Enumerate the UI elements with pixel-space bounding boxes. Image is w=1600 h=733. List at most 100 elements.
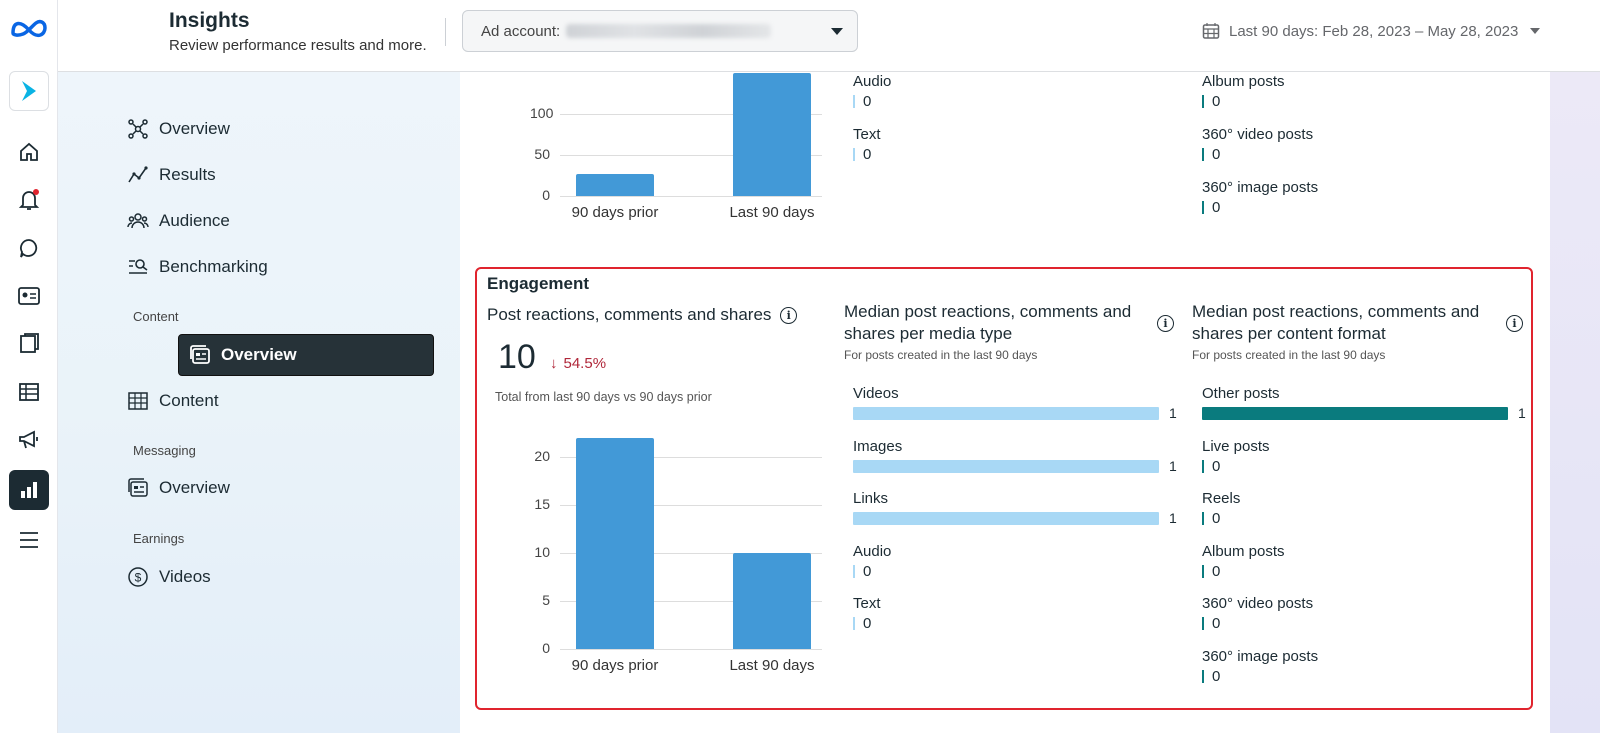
list-item-value-row: 0 bbox=[853, 615, 871, 632]
value-tick bbox=[1202, 148, 1204, 161]
ad-account-select[interactable]: Ad account: bbox=[462, 10, 858, 52]
overview-icon bbox=[128, 119, 148, 139]
value-tick bbox=[1202, 564, 1204, 578]
ads-icon[interactable] bbox=[9, 420, 49, 460]
list-item-value: 0 bbox=[1212, 615, 1221, 632]
y-tick-label: 50 bbox=[534, 145, 550, 162]
list-item-value: 0 bbox=[863, 615, 872, 632]
content-icon[interactable] bbox=[9, 324, 49, 364]
engagement-heading: Engagement bbox=[487, 274, 590, 293]
value-bar bbox=[853, 512, 1159, 525]
home-icon[interactable] bbox=[9, 132, 49, 172]
list-item-value-row: 0 bbox=[1202, 146, 1220, 163]
engagement-col3-title-line2: shares per content format bbox=[1192, 324, 1386, 343]
notifications-icon[interactable] bbox=[9, 180, 49, 220]
engagement-col2-caption: For posts created in the last 90 days bbox=[844, 348, 1038, 362]
list-item-label: Other posts bbox=[1202, 385, 1280, 402]
gridline bbox=[560, 196, 822, 197]
list-item-value-row: 0 bbox=[853, 563, 871, 580]
chevron-down-icon bbox=[1530, 28, 1541, 34]
engagement-change: ↓ 54.5% bbox=[550, 355, 606, 372]
gridline bbox=[560, 601, 822, 602]
list-item-label: Videos bbox=[853, 385, 899, 402]
date-range-picker[interactable]: Last 90 days: Feb 28, 2023 – May 28, 202… bbox=[1202, 22, 1541, 40]
gridline bbox=[560, 154, 822, 156]
x-tick-label: Last 90 days bbox=[729, 204, 815, 221]
engagement-highlight-box bbox=[475, 267, 1533, 710]
header-divider bbox=[445, 18, 446, 46]
top-bar: Insights Review performance results and … bbox=[58, 0, 1600, 72]
info-icon[interactable]: i bbox=[780, 307, 798, 325]
list-item-value: 0 bbox=[1212, 457, 1221, 475]
value-tick bbox=[1202, 201, 1204, 214]
list-item-label: Text bbox=[853, 125, 881, 143]
list-item-value-row: 0 bbox=[1202, 563, 1220, 580]
arrow-down-icon: ↓ bbox=[550, 355, 558, 372]
sidebar-item-label: Overview bbox=[159, 478, 230, 497]
sidebar-item-audience[interactable]: Audience bbox=[117, 200, 367, 242]
meta-logo-icon[interactable] bbox=[9, 8, 49, 48]
list-item-value-row: 0 bbox=[853, 146, 871, 163]
list-item-value: 0 bbox=[863, 145, 872, 163]
engagement-col2-title-line1: Median post reactions, comments and bbox=[844, 302, 1132, 321]
list-item-value: 1 bbox=[1169, 457, 1177, 474]
list-item-value: 0 bbox=[1212, 510, 1221, 527]
sidebar-item-videos[interactable]: $ Videos bbox=[117, 556, 367, 598]
list-item-value: 1 bbox=[1169, 510, 1177, 526]
x-tick-label: 90 days prior bbox=[571, 657, 659, 674]
list-item-value: 1 bbox=[1518, 405, 1526, 421]
sidebar-item-overview[interactable]: Overview bbox=[117, 108, 367, 150]
list-item-label: 360° image posts bbox=[1202, 647, 1319, 665]
engagement-col3-caption: For posts created in the last 90 days bbox=[1192, 348, 1386, 362]
x-tick-label: Last 90 days bbox=[729, 657, 815, 674]
content-overview-icon bbox=[190, 345, 210, 364]
y-tick-label: 10 bbox=[534, 544, 550, 560]
list-item-label: Audio bbox=[853, 73, 892, 90]
section-label-messaging: Messaging bbox=[133, 443, 196, 458]
value-tick bbox=[853, 564, 855, 578]
contacts-icon[interactable] bbox=[9, 276, 49, 316]
gridline bbox=[560, 113, 822, 115]
messages-icon[interactable] bbox=[9, 228, 49, 268]
list-item-value-row: 0 bbox=[1202, 199, 1220, 216]
page-title: Insights bbox=[169, 9, 250, 32]
value-tick bbox=[1202, 512, 1204, 525]
value-tick bbox=[853, 147, 855, 161]
table-icon bbox=[128, 392, 148, 410]
sidebar-item-content-overview[interactable]: Overview bbox=[178, 334, 434, 376]
y-tick-label: 0 bbox=[542, 187, 550, 203]
bar bbox=[576, 437, 654, 649]
list-item-value-row: 0 bbox=[1202, 510, 1220, 527]
list-item-label: Album posts bbox=[1202, 73, 1285, 90]
info-icon[interactable]: i bbox=[1157, 315, 1174, 332]
page-subtitle: Review performance results and more. bbox=[169, 37, 427, 54]
sidebar-item-results[interactable]: Results bbox=[117, 154, 367, 196]
menu-icon[interactable] bbox=[9, 520, 49, 560]
list-item-label: Links bbox=[853, 490, 889, 507]
value-tick bbox=[1202, 617, 1204, 630]
sidebar bbox=[58, 72, 460, 733]
engagement-total-caption: Total from last 90 days vs 90 days prior bbox=[495, 390, 712, 404]
engagement-col2-title-line2: shares per media type bbox=[844, 324, 1013, 343]
table-icon[interactable] bbox=[9, 372, 49, 412]
engagement-change-value: 54.5% bbox=[563, 355, 607, 372]
list-item-label: Text bbox=[853, 595, 881, 612]
list-item-label: Live posts bbox=[1202, 437, 1270, 455]
insights-icon[interactable] bbox=[9, 470, 49, 510]
y-tick-label: 5 bbox=[542, 592, 550, 608]
sidebar-item-content[interactable]: Content bbox=[117, 380, 367, 422]
left-rail bbox=[0, 0, 58, 733]
results-icon bbox=[128, 166, 148, 183]
list-item-value: 0 bbox=[1212, 93, 1221, 110]
list-item-value: 0 bbox=[1212, 667, 1221, 685]
info-icon[interactable]: i bbox=[1506, 315, 1523, 332]
chevron-down-icon bbox=[831, 28, 843, 35]
list-item-label: Album posts bbox=[1202, 542, 1285, 560]
sidebar-item-benchmarking[interactable]: Benchmarking bbox=[117, 246, 367, 288]
bar bbox=[733, 73, 811, 196]
list-item-label: Audio bbox=[853, 542, 892, 560]
app-icon[interactable] bbox=[9, 71, 49, 111]
sidebar-item-messaging-overview[interactable]: Overview bbox=[117, 467, 367, 509]
y-tick-label: 15 bbox=[534, 496, 550, 512]
list-item-value: 0 bbox=[863, 562, 872, 580]
